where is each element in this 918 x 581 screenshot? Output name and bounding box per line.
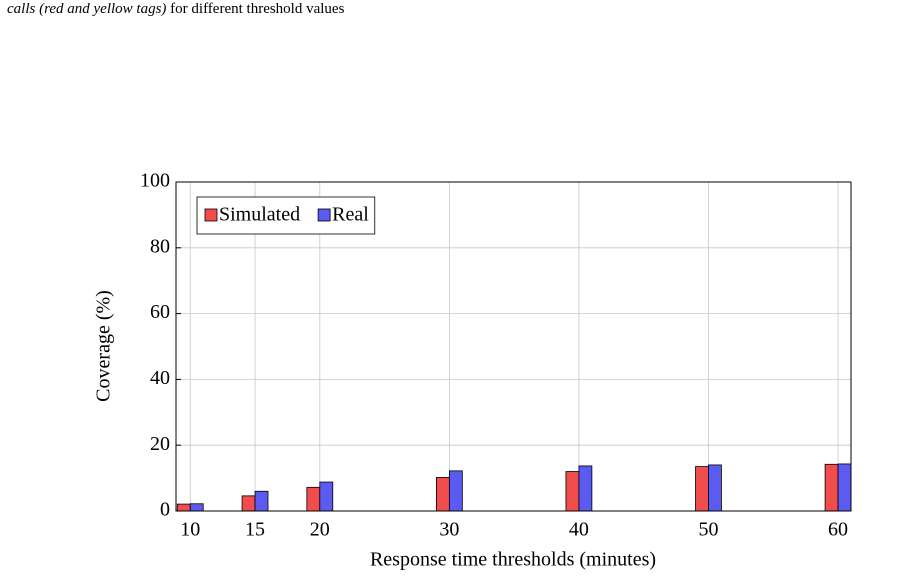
x-tick-label: 50 bbox=[698, 519, 718, 541]
bar bbox=[306, 486, 321, 512]
bar bbox=[837, 463, 852, 512]
bar bbox=[448, 470, 463, 512]
legend-box bbox=[196, 196, 376, 235]
caption: calls (red and yellow tags) for differen… bbox=[7, 1, 345, 17]
caption-text: for different threshold values bbox=[170, 1, 344, 17]
y-tick-label: 100 bbox=[140, 170, 170, 192]
caption-emphasis: calls (red and yellow tags) bbox=[7, 1, 166, 17]
x-tick-label: 10 bbox=[180, 519, 200, 541]
y-tick-label: 20 bbox=[150, 433, 170, 455]
x-tick-label: 15 bbox=[245, 519, 265, 541]
y-tick-label: 40 bbox=[150, 367, 170, 389]
y-axis-label: Coverage (%) bbox=[93, 290, 115, 402]
bar bbox=[578, 465, 593, 512]
legend-label: Simulated bbox=[219, 204, 300, 226]
bar bbox=[824, 463, 839, 512]
bar bbox=[189, 503, 204, 512]
legend: Simulated Real bbox=[196, 196, 376, 235]
bar bbox=[708, 464, 722, 512]
legend-swatch bbox=[204, 208, 218, 222]
bar bbox=[436, 477, 450, 512]
bar bbox=[319, 481, 334, 512]
bar bbox=[176, 503, 191, 512]
bar bbox=[695, 466, 709, 512]
plot-frame bbox=[175, 181, 852, 512]
legend-label: Real bbox=[332, 204, 369, 226]
bar bbox=[565, 471, 580, 512]
x-tick-label: 60 bbox=[828, 519, 848, 541]
x-tick-label: 30 bbox=[439, 519, 459, 541]
x-tick-label: 20 bbox=[310, 519, 330, 541]
x-tick-label: 40 bbox=[569, 519, 589, 541]
y-tick-label: 0 bbox=[160, 499, 170, 521]
bar bbox=[254, 490, 269, 512]
y-tick-label: 60 bbox=[150, 301, 170, 323]
legend-swatch bbox=[317, 208, 331, 222]
y-tick-label: 80 bbox=[150, 235, 170, 257]
x-axis-label: Response time thresholds (minutes) bbox=[370, 549, 656, 571]
bar bbox=[241, 495, 256, 512]
